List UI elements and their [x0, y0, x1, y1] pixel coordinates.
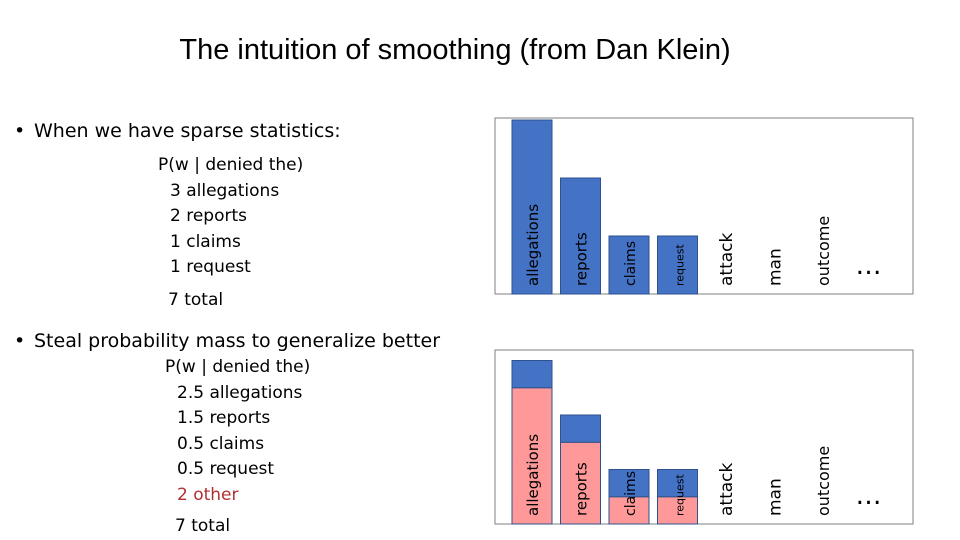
bar: [657, 235, 698, 295]
tick-label: allegations: [524, 204, 542, 286]
sparse-heading: P(w | denied the): [158, 155, 304, 175]
chart-frame: [494, 117, 914, 295]
tick-label: attack: [717, 232, 737, 286]
bullet-smoothing: • Steal probability mass to generalize be…: [14, 330, 440, 352]
sparse-line: 1 claims: [170, 231, 241, 252]
slide-title: The intuition of smoothing (from Dan Kle…: [179, 34, 731, 66]
bar-extra-mass: [608, 469, 650, 498]
ellipsis-label: …: [856, 481, 882, 511]
sparse-total: 7 total: [168, 290, 224, 310]
smoothed-total: 7 total: [175, 516, 231, 536]
bullet-smoothing-text: Steal probability mass to generalize bet…: [34, 330, 441, 352]
smoothed-heading: P(w | denied the): [165, 357, 311, 377]
tick-label: request: [674, 473, 687, 516]
smoothed-counts: P(w | denied the) 2.5 allegations 1.5 re…: [165, 355, 310, 509]
sparse-line: 3 allegations: [170, 180, 280, 201]
bullet-dot: •: [14, 330, 26, 352]
bullet-dot: •: [14, 120, 26, 142]
ellipsis-label: …: [856, 251, 882, 281]
tick-label: man: [766, 248, 786, 286]
bar: [608, 496, 650, 525]
sparse-line: 1 request: [170, 257, 251, 278]
bullet-sparse-text: When we have sparse statistics:: [34, 120, 341, 142]
tick-label: reports: [573, 462, 591, 516]
smoothed-other: 2 other: [177, 484, 239, 505]
tick-label: outcome: [814, 446, 833, 516]
bar-extra-mass: [560, 414, 601, 443]
tick-label: request: [674, 243, 687, 286]
tick-label: outcome: [814, 216, 833, 286]
bar: [608, 235, 650, 295]
smoothed-chart: allegations reports claims request attack man…: [494, 349, 914, 525]
smoothed-line: 0.5 claims: [177, 433, 265, 454]
bar: [560, 177, 601, 295]
sparse-line: 2 reports: [170, 206, 247, 227]
bar: [511, 119, 553, 295]
tick-label: reports: [573, 232, 591, 286]
smoothed-line: 1.5 reports: [177, 408, 271, 429]
tick-label: attack: [717, 462, 737, 516]
bar: [511, 387, 553, 525]
smoothed-line: 2.5 allegations: [177, 382, 303, 403]
smoothed-line: 0.5 request: [177, 459, 275, 480]
sparse-counts: P(w | denied the) 3 allegations 2 report…: [158, 153, 303, 281]
bar: [657, 496, 698, 525]
tick-label: man: [766, 478, 786, 516]
tick-label: claims: [623, 471, 639, 516]
tick-label: claims: [623, 241, 639, 286]
bar: [560, 441, 601, 525]
bullet-sparse: • When we have sparse statistics:: [14, 120, 341, 142]
chart-frame: [494, 349, 914, 525]
bar-extra-mass: [657, 469, 698, 498]
bar-extra-mass: [511, 360, 553, 389]
sparse-chart: allegations reports claims request attack man…: [494, 117, 914, 295]
tick-label: allegations: [524, 434, 542, 516]
